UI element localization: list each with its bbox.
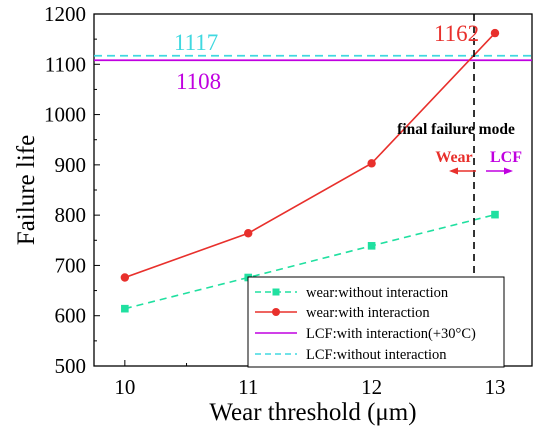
y-axis-title: Failure life [13, 135, 40, 245]
lcf-reference-lines [94, 54, 532, 62]
lcf-with-value-label: 1108 [176, 69, 221, 94]
series-line [124, 32, 496, 279]
x-tick-label: 13 [484, 375, 505, 399]
y-tick-label: 500 [55, 354, 87, 378]
x-axis: 10 11 12 13 [114, 360, 505, 399]
legend-entry-lcf-with: LCF:with interaction(+30°C) [255, 326, 476, 342]
data-point-circle [244, 229, 253, 238]
lcf-arrow-icon [486, 167, 513, 175]
y-tick-label: 700 [55, 253, 87, 277]
x-tick-label: 11 [238, 375, 258, 399]
lcf-without-value-label: 1117 [174, 30, 218, 55]
data-point-square [367, 242, 376, 250]
wear-with-end-value-label: 1162 [434, 21, 479, 46]
final-failure-mode-title: final failure mode [397, 121, 515, 138]
data-point-circle [367, 159, 376, 168]
data-series [120, 28, 500, 313]
legend-entry-lcf-without: LCF:without interaction [255, 347, 447, 363]
data-point-circle [490, 28, 500, 38]
data-point-square [121, 304, 129, 313]
legend-label: wear:without interaction [306, 285, 449, 301]
wear-arrow-icon [449, 167, 476, 175]
legend-label: LCF:without interaction [306, 347, 447, 363]
x-tick-label: 12 [361, 375, 382, 399]
y-tick-label: 600 [55, 304, 87, 328]
y-tick-label: 1200 [44, 2, 86, 26]
lcf-mode-label: LCF [490, 149, 522, 166]
series-line [124, 213, 496, 310]
legend-label: wear:with interaction [306, 305, 430, 321]
x-axis-title: Wear threshold (μm) [209, 399, 416, 426]
y-axis: 500 600 700 800 900 1000 1100 1200 [44, 2, 100, 378]
legend-entry-wear-with: wear:with interaction [255, 305, 430, 321]
legend: wear:without interaction wear:with inter… [247, 276, 505, 368]
x-tick-label: 10 [114, 375, 135, 399]
wear-mode-label: Wear [435, 149, 472, 166]
y-tick-label: 1000 [44, 103, 86, 127]
y-tick-label: 800 [55, 203, 87, 227]
data-point-square [491, 210, 499, 219]
y-tick-label: 900 [55, 153, 87, 177]
legend-label: LCF:with interaction(+30°C) [306, 326, 476, 342]
y-tick-label: 1100 [45, 52, 86, 76]
legend-entry-wear-without: wear:without interaction [255, 285, 449, 301]
data-point-circle [120, 273, 130, 282]
